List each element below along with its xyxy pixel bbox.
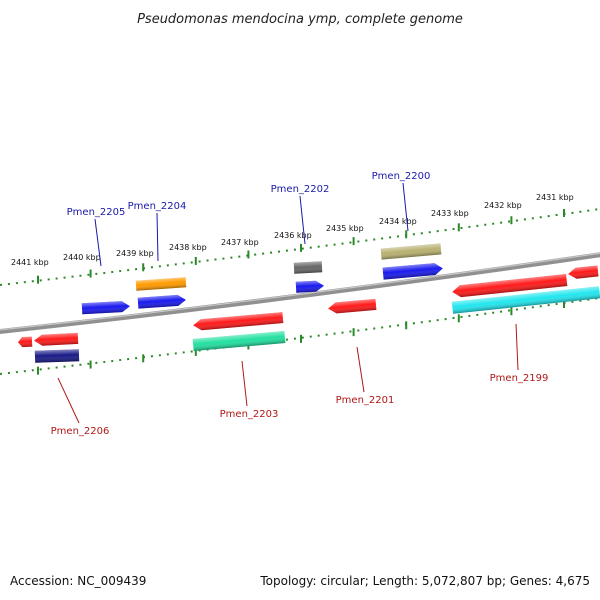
gene-label: Pmen_2205 xyxy=(67,207,126,218)
leader-line xyxy=(515,323,519,371)
scale-label: 2432 kbp xyxy=(484,201,522,210)
feature-shading xyxy=(380,243,442,260)
leader-line xyxy=(156,212,159,262)
scale-label: 2440 kbp xyxy=(63,253,101,262)
gene-block-4 xyxy=(293,261,323,274)
scale-label: 2431 kbp xyxy=(536,193,574,202)
gene-block-1 xyxy=(135,277,187,291)
gene-block-2 xyxy=(137,294,186,309)
feature-shading xyxy=(382,263,443,280)
leader-line xyxy=(402,182,409,232)
feature-shading xyxy=(81,301,130,315)
leader-line xyxy=(356,346,365,393)
gene-block-6 xyxy=(380,243,442,260)
feature-shading xyxy=(293,261,323,274)
leader-line xyxy=(57,377,80,424)
gene-block-12 xyxy=(452,274,568,298)
feature-shading xyxy=(34,349,80,363)
feature-shading xyxy=(34,332,79,346)
feature-shading xyxy=(452,274,568,298)
genome-backbone xyxy=(0,252,600,334)
scale-label: 2436 kbp xyxy=(274,231,312,240)
gene-block-11 xyxy=(328,298,377,314)
gene-block-8 xyxy=(18,336,33,348)
scale-label: 2438 kbp xyxy=(169,243,207,252)
leader-line xyxy=(299,195,306,245)
scale-label: 2441 kbp xyxy=(11,258,49,267)
gene-block-3 xyxy=(81,301,130,315)
feature-shading xyxy=(193,312,284,331)
gene-block-10 xyxy=(193,312,284,331)
feature-shading xyxy=(328,298,377,314)
scale-label: 2434 kbp xyxy=(379,217,417,226)
scale-label: 2439 kbp xyxy=(116,249,154,258)
upper-scale-ruler xyxy=(0,208,600,286)
gene-block-13 xyxy=(568,265,599,279)
gene-block-5 xyxy=(295,280,324,293)
feature-shading xyxy=(135,277,187,291)
genome-summary-text: Topology: circular; Length: 5,072,807 bp… xyxy=(260,574,590,588)
leader-line xyxy=(241,360,248,407)
scale-label: 2433 kbp xyxy=(431,209,469,218)
scale-label: 2437 kbp xyxy=(221,238,259,247)
gene-block-14 xyxy=(192,331,286,351)
gene-label: Pmen_2202 xyxy=(271,184,330,195)
leader-line xyxy=(94,218,102,267)
feature-shading xyxy=(18,336,33,348)
upper-major-ticks xyxy=(37,209,565,284)
gene-label: Pmen_2206 xyxy=(51,426,110,437)
feature-shading xyxy=(295,280,324,293)
gene-block-7 xyxy=(382,263,443,280)
feature-shading xyxy=(137,294,186,309)
gene-block-15 xyxy=(34,349,80,363)
gene-block-9 xyxy=(34,332,79,346)
gene-label: Pmen_2200 xyxy=(372,171,431,182)
accession-text: Accession: NC_009439 xyxy=(10,574,147,588)
map-title: Pseudomonas mendocina ymp, complete geno… xyxy=(137,12,463,27)
gene-label: Pmen_2203 xyxy=(220,409,279,420)
gene-label: Pmen_2199 xyxy=(490,373,549,384)
gene-features xyxy=(18,243,600,363)
feature-shading xyxy=(451,286,600,314)
gene-block-16 xyxy=(451,286,600,314)
scale-label: 2435 kbp xyxy=(326,224,364,233)
gene-label: Pmen_2201 xyxy=(336,395,395,406)
lower-scale-ruler xyxy=(0,297,600,375)
feature-shading xyxy=(568,265,599,279)
feature-shading xyxy=(192,331,286,351)
gene-label: Pmen_2204 xyxy=(128,201,187,212)
